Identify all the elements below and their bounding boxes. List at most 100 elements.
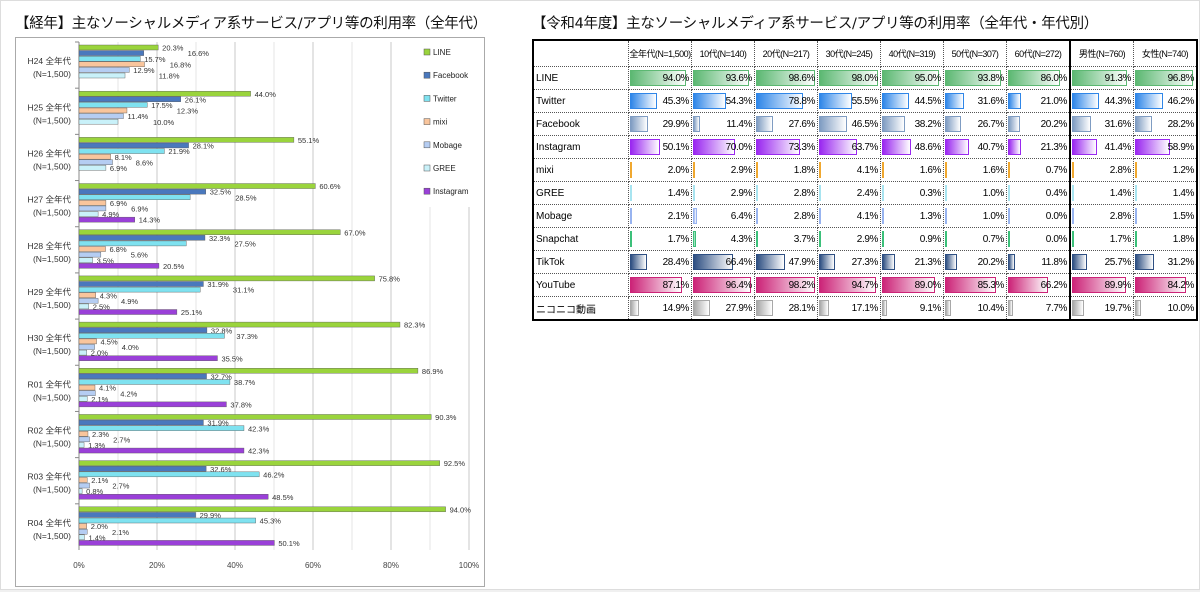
data-label: 50.1% (278, 539, 300, 548)
category-label: (N=1,500) (33, 69, 71, 79)
data-bar-gree (630, 185, 632, 201)
value-cell: 93.6% (691, 66, 755, 90)
data-bar-mixi (1008, 162, 1010, 178)
table-row: LINE 94.0% 93.6% 98.6% 98.0% 95.0% 93.8% 86.0% 9… (532, 66, 1198, 90)
value-cell: 91.3% (1069, 66, 1134, 90)
value-cell: 2.1% (628, 204, 692, 228)
bar-line (78, 368, 419, 374)
value-label: 63.7% (851, 141, 879, 153)
value-cell: 94.0% (628, 66, 692, 90)
value-label: 21.0% (1040, 95, 1068, 107)
row-label: Twitter (532, 89, 629, 113)
value-label: 2.1% (667, 210, 690, 222)
data-label: 46.2% (263, 470, 285, 479)
value-cell: 98.0% (817, 66, 881, 90)
bar-mobage (78, 344, 95, 350)
category-label: H26 全年代 (28, 148, 72, 158)
data-bar-facebook (819, 116, 847, 132)
value-cell: 2.8% (754, 181, 818, 205)
bar-gree (78, 442, 85, 448)
legend-swatch-instagram (423, 187, 431, 195)
x-tick-label: 40% (227, 561, 243, 570)
right-table-title: 【令和4年度】主なソーシャルメディア系サービス/アプリ等の利用率（全年代・年代別… (532, 16, 1099, 32)
value-label: 25.7% (1104, 256, 1132, 268)
value-cell: 2.8% (1069, 158, 1134, 182)
bar-line (78, 506, 446, 513)
value-cell: 94.7% (817, 273, 881, 297)
bar-mobage (78, 205, 107, 212)
data-label: 94.0% (450, 505, 472, 514)
column-header: 10代(N=140) (691, 39, 755, 67)
legend-swatch-gree (423, 164, 431, 172)
value-label: 46.5% (851, 118, 879, 130)
data-bar-youtube (693, 277, 751, 293)
value-label: 93.6% (725, 72, 753, 84)
data-bar-instagram (819, 139, 858, 155)
data-label: 38.7% (234, 378, 256, 387)
category-label: (N=1,500) (33, 208, 71, 218)
bar-mixi (78, 338, 97, 345)
data-bar-instagram (1072, 139, 1097, 155)
category-label: R04 全年代 (28, 518, 72, 528)
data-bar-mobage (693, 208, 697, 224)
value-cell: 1.6% (880, 158, 944, 182)
value-label: 40.7% (977, 141, 1005, 153)
value-cell: 2.9% (691, 158, 755, 182)
bar-gree (78, 534, 85, 541)
column-header: 60代(N=272) (1006, 39, 1071, 67)
value-label: 21.3% (1040, 141, 1068, 153)
legend-swatch-mixi (423, 118, 431, 125)
bar-mobage (78, 298, 99, 304)
data-bar-ニコニコ動画 (756, 300, 773, 316)
value-label: 2.8% (793, 210, 816, 222)
value-label: 29.9% (662, 118, 690, 130)
data-label: 16.6% (188, 49, 210, 58)
value-cell: 25.7% (1069, 250, 1134, 274)
value-cell: 17.1% (817, 296, 881, 321)
value-cell: 2.9% (691, 181, 755, 205)
x-tick-label: 80% (383, 561, 399, 570)
value-label: 44.3% (1104, 95, 1132, 107)
value-cell: 93.8% (943, 66, 1007, 90)
value-label: 31.6% (1104, 118, 1132, 130)
value-label: 4.3% (730, 233, 753, 245)
data-bar-youtube (945, 277, 997, 293)
data-bar-snapchat (1008, 231, 1010, 247)
value-cell: 20.2% (943, 250, 1007, 274)
data-bar-mixi (819, 162, 822, 178)
data-bar-mixi (630, 162, 632, 178)
data-bar-line (882, 70, 939, 86)
column-header: 40代(N=319) (880, 39, 944, 67)
bar-mixi (78, 246, 106, 252)
value-label: 87.1% (662, 279, 690, 291)
value-cell: 1.5% (1133, 204, 1198, 228)
data-label: 60.6% (319, 182, 341, 191)
value-label: 28.4% (662, 256, 690, 268)
value-label: 1.2% (1172, 164, 1195, 176)
value-cell: 2.9% (817, 227, 881, 251)
bar-mixi (78, 61, 145, 67)
bar-instagram (78, 401, 227, 408)
bar-mixi (78, 431, 89, 437)
legend-label: mixi (433, 118, 447, 127)
bar-facebook (78, 466, 207, 472)
bar-facebook (78, 188, 206, 195)
value-label: 28.1% (788, 302, 816, 314)
category-label: (N=1,500) (33, 392, 71, 402)
value-label: 70.0% (725, 141, 753, 153)
left-chart-title: 【経年】主なソーシャルメディア系サービス/アプリ等の利用率（全年代） (15, 16, 487, 32)
bar-line (78, 229, 341, 235)
bar-twitter (78, 56, 141, 62)
value-cell: 26.7% (943, 112, 1007, 136)
value-label: 9.1% (919, 302, 942, 314)
column-header: 30代(N=245) (817, 39, 881, 67)
row-label: TikTok (532, 250, 629, 274)
value-cell: 14.9% (628, 296, 692, 321)
legend-swatch-line (423, 48, 431, 56)
value-cell: 9.1% (880, 296, 944, 321)
data-bar-twitter (882, 93, 909, 109)
data-bar-twitter (630, 93, 658, 109)
data-label: 37.8% (230, 400, 252, 409)
value-label: 1.8% (1172, 233, 1195, 245)
bar-mixi (78, 292, 96, 298)
